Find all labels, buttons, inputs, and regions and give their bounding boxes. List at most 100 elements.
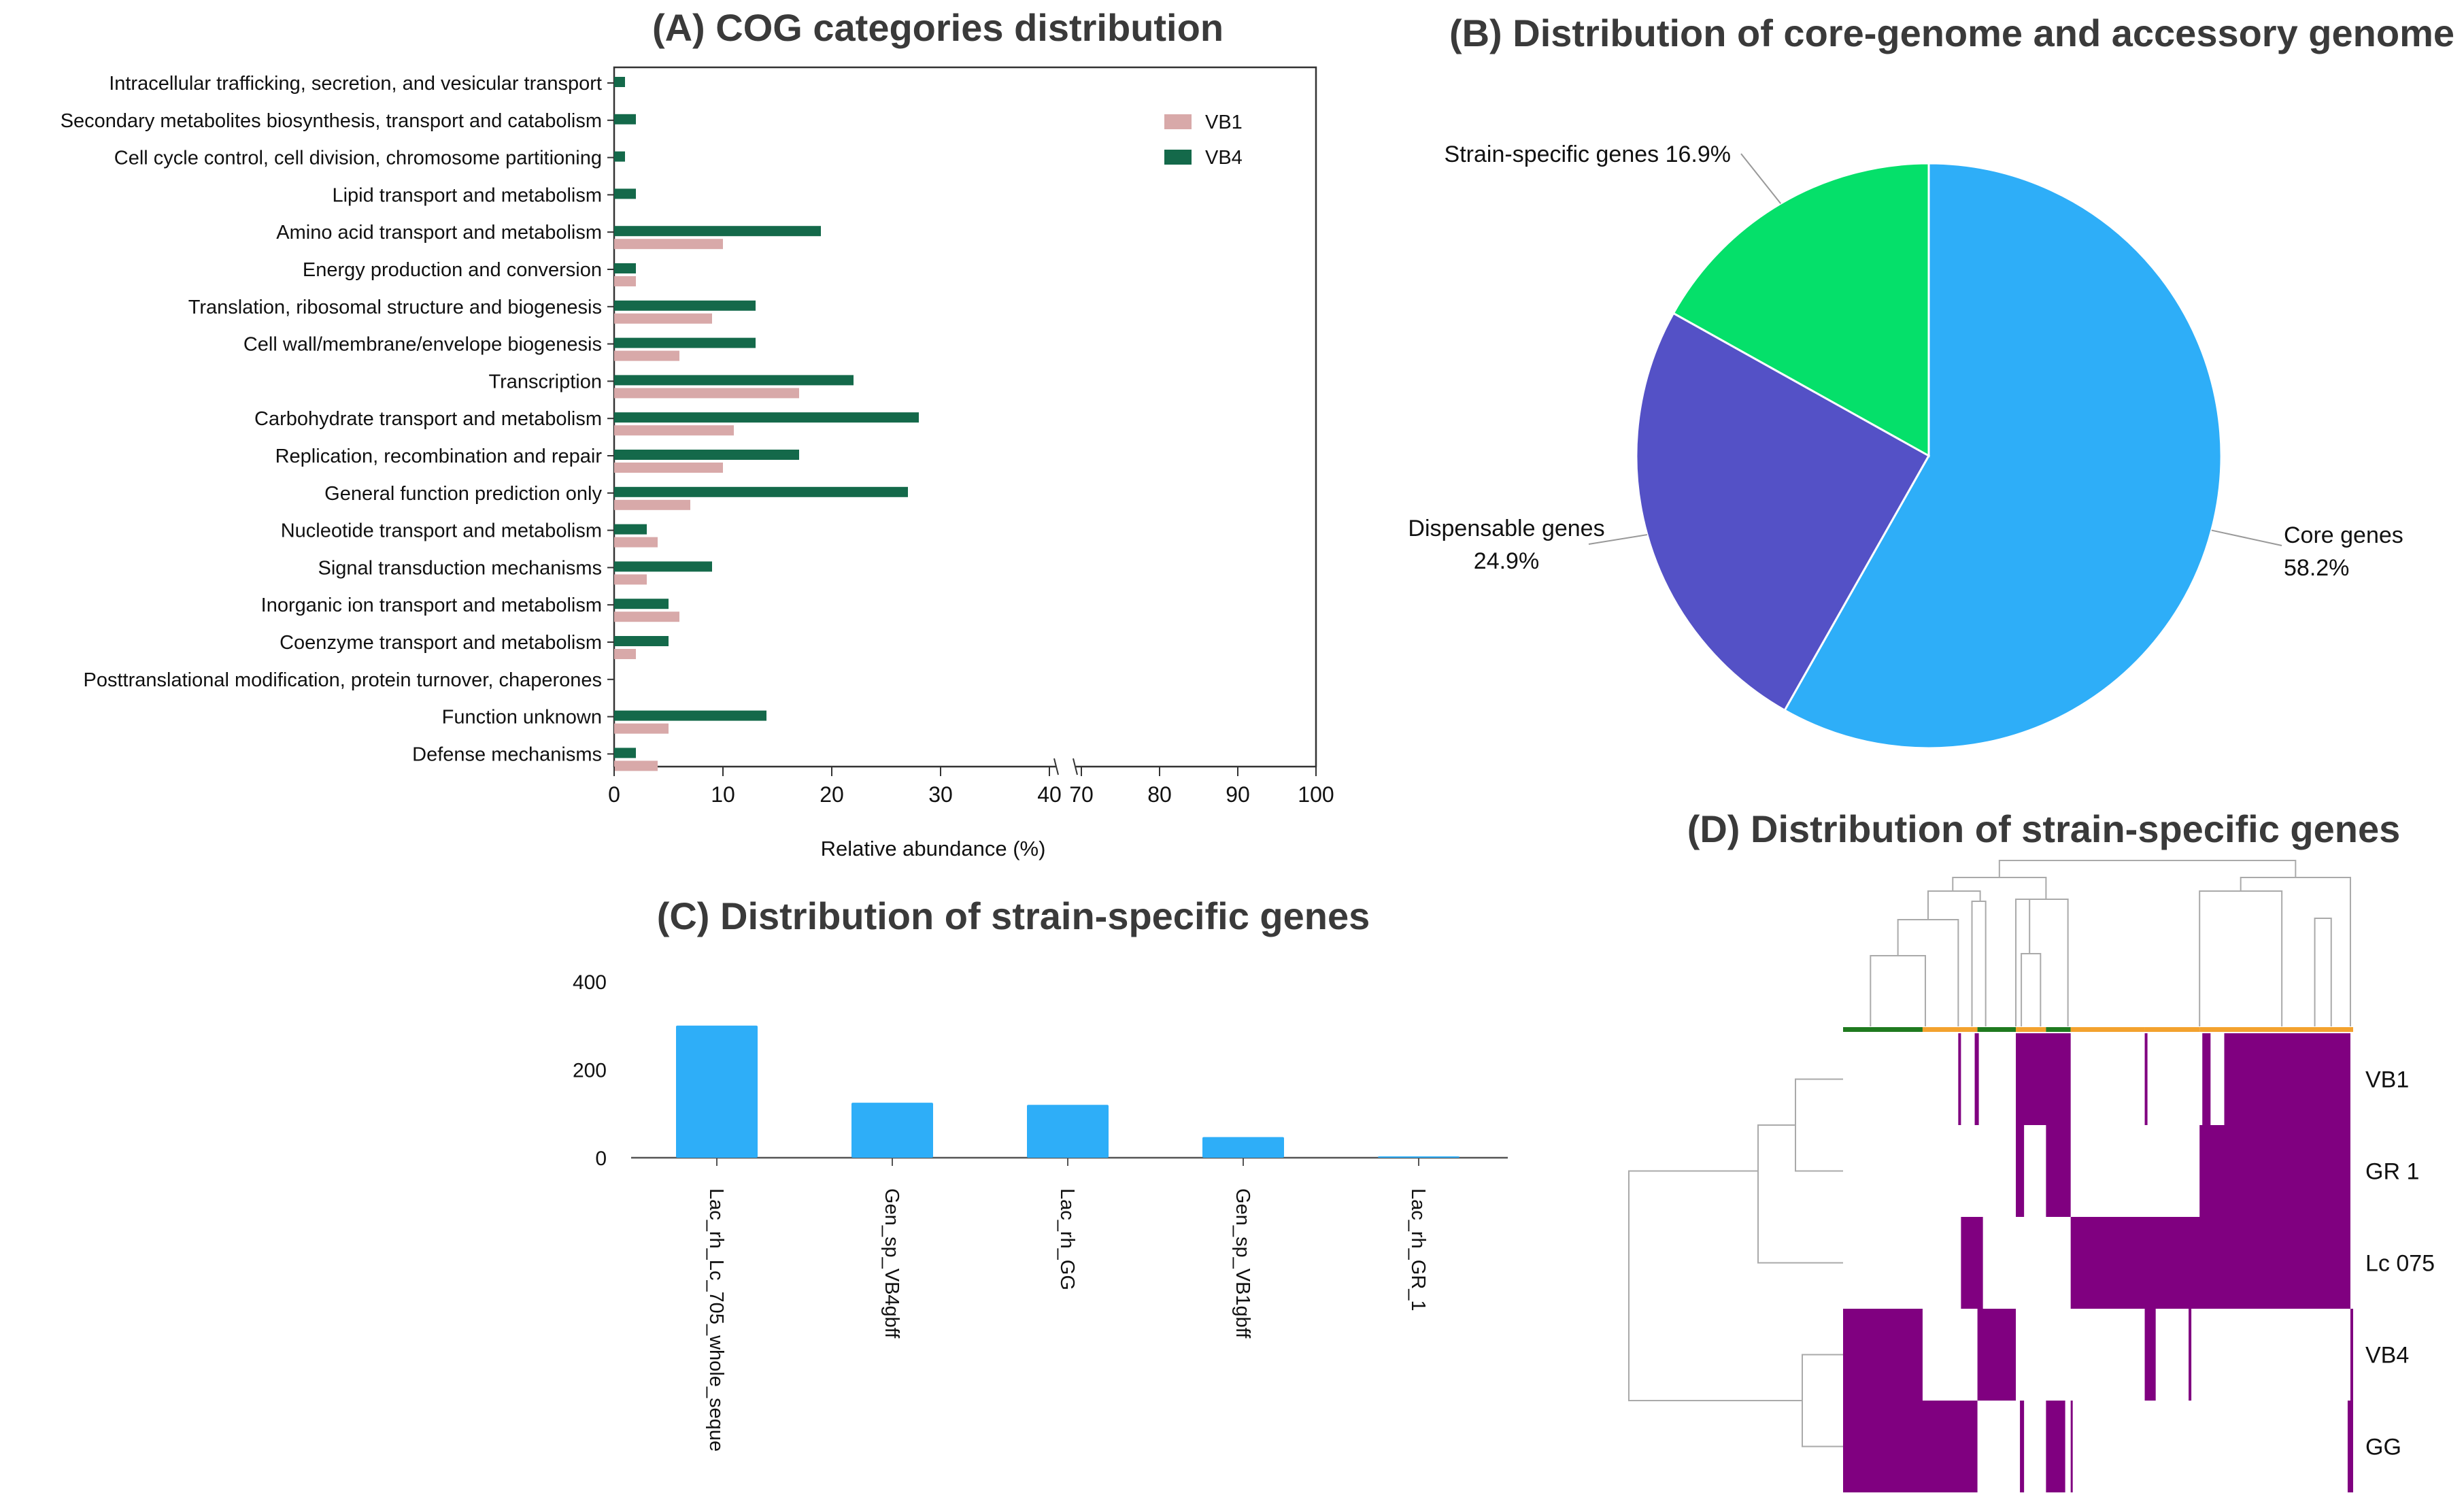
bar-vb1-general-function-prediction-only: [614, 499, 690, 510]
heat-cell-lc-075: [1961, 1217, 1983, 1309]
row-label-gg: GG: [2365, 1435, 2401, 1460]
category-label-secondary-metabolites-biosynthesis-transport-and-catabolism: Secondary metabolites biosynthesis, tran…: [61, 110, 602, 132]
panel-a-cog-chart: (A) COG categories distribution Intracell…: [61, 6, 1334, 860]
column-dendrogram-branch: [2015, 899, 2030, 1026]
bar-vb4-carbohydrate-transport-and-metabolism: [614, 412, 919, 423]
panel-d-title: (D) Distribution of strain-specific gene…: [1687, 807, 2401, 850]
bar-vb4-function-unknown: [614, 710, 766, 721]
bar-vb4-inorganic-ion-transport-and-metabolism: [614, 599, 669, 609]
category-label-replication-recombination-and-repair: Replication, recombination and repair: [275, 446, 603, 467]
column-dendrogram-branch: [1870, 955, 1926, 1026]
heat-cell-vb1: [2202, 1033, 2211, 1125]
bar-vb4-cell-wall-membrane-envelope-biogenesis: [614, 337, 756, 348]
bar-vb1-cell-wall-membrane-envelope-biogenesis: [614, 350, 679, 361]
category-label-function-unknown: Function unknown: [442, 707, 602, 729]
bar-gen-sp-vb4gbff: [851, 1103, 933, 1158]
y-tick-label: 200: [573, 1060, 607, 1082]
slice-percent-core-genes: 58.2%: [2284, 555, 2349, 581]
panel-d-heatmap: (D) Distribution of strain-specific gene…: [1628, 807, 2435, 1492]
category-label-cell-cycle-control-cell-division-chromosome-partitioning: Cell cycle control, cell division, chrom…: [114, 148, 602, 169]
bar-vb4-secondary-metabolites-biosynthesis-transport-and-catabolism: [614, 114, 636, 124]
column-dendrogram-branch: [1952, 877, 2047, 899]
panel-c-title: (C) Distribution of strain-specific gene…: [657, 894, 1370, 937]
panel-b-pie-chart: (B) Distribution of core-genome and acce…: [1408, 12, 2454, 750]
slice-strain-specific-genes: [1672, 162, 1930, 458]
bar-vb4-lipid-transport-and-metabolism: [614, 188, 636, 199]
heat-cell-gr-1: [2016, 1125, 2025, 1217]
axis-break-mark: [1073, 758, 1078, 775]
bar-vb1-carbohydrate-transport-and-metabolism: [614, 425, 734, 436]
x-tick-label-lac-rh-gg: Lac_rh_GG: [1056, 1188, 1078, 1290]
category-label-cell-wall-membrane-envelope-biogenesis: Cell wall/membrane/envelope biogenesis: [243, 334, 602, 356]
category-label-intracellular-trafficking-secretion-and-vesicular-transport: Intracellular trafficking, secretion, an…: [109, 73, 602, 95]
bar-vb1-transcription: [614, 388, 799, 399]
category-label-carbohydrate-transport-and-metabolism: Carbohydrate transport and metabolism: [254, 408, 602, 430]
column-dendrogram-branch: [1897, 919, 1959, 1026]
slice-name-dispensable-genes: Dispensable genes: [1408, 516, 1604, 541]
category-label-general-function-prediction-only: General function prediction only: [324, 483, 602, 505]
x-tick-label: 90: [1226, 782, 1250, 807]
column-group-bar: [2046, 1027, 2071, 1032]
category-label-transcription: Transcription: [488, 371, 602, 392]
column-group-bar: [1843, 1027, 1923, 1032]
category-label-lipid-transport-and-metabolism: Lipid transport and metabolism: [332, 184, 602, 206]
y-tick-label: 0: [595, 1148, 607, 1170]
bar-vb1-defense-mechanisms: [614, 760, 658, 771]
column-group-bar: [2016, 1027, 2046, 1032]
heat-cell-vb4: [2189, 1309, 2192, 1401]
column-dendrogram-branch: [1927, 890, 1981, 920]
heat-cell-vb1: [1958, 1033, 1961, 1125]
heat-cell-gg: [2347, 1401, 2353, 1492]
legend-label-vb4: VB4: [1205, 147, 1243, 169]
bar-vb1-function-unknown: [614, 723, 669, 734]
category-label-inorganic-ion-transport-and-metabolism: Inorganic ion transport and metabolism: [261, 595, 602, 616]
bar-gen-sp-vb1gbff: [1202, 1137, 1284, 1158]
row-label-gr-1: GR 1: [2365, 1159, 2419, 1185]
panel-a-title: (A) COG categories distribution: [652, 6, 1223, 49]
heat-cell-gr-1: [2046, 1125, 2071, 1217]
x-tick-label: 30: [928, 782, 953, 807]
x-tick-label: 40: [1037, 782, 1062, 807]
x-tick-label-lac-rh-lc-705-whole-seque: Lac_rh_Lc_705_whole_seque: [705, 1188, 727, 1452]
heat-cell-vb1: [2144, 1033, 2148, 1125]
axis-break-mark: [1053, 758, 1059, 775]
x-tick-label: 0: [608, 782, 620, 807]
column-dendrogram-branch: [1971, 901, 1987, 1026]
bar-vb1-replication-recombination-and-repair: [614, 463, 723, 473]
row-label-vb1: VB1: [2365, 1067, 2409, 1093]
leader-line: [1740, 153, 1782, 204]
slice-core-genes: [1783, 162, 2223, 750]
heat-cell-lc-075: [2070, 1217, 2350, 1309]
bar-vb1-amino-acid-transport-and-metabolism: [614, 239, 723, 250]
row-dendrogram-branch: [1757, 1124, 1843, 1264]
heat-cell-vb4: [1977, 1309, 2016, 1401]
legend-swatch-vb4: [1164, 150, 1192, 165]
x-tick-label: 80: [1147, 782, 1172, 807]
bar-lac-rh-lc-705-whole-seque: [676, 1025, 758, 1158]
legend-label-vb1: VB1: [1205, 112, 1243, 133]
axis-break-gap: [1056, 763, 1076, 771]
heat-cell-gg: [1843, 1401, 1978, 1492]
category-label-defense-mechanisms: Defense mechanisms: [412, 743, 602, 765]
bar-lac-rh-gr-1: [1378, 1156, 1459, 1158]
bar-vb4-cell-cycle-control-cell-division-chromosome-partitioning: [614, 151, 625, 162]
x-tick-label: 10: [711, 782, 735, 807]
bar-vb4-nucleotide-transport-and-metabolism: [614, 524, 647, 535]
category-label-translation-ribosomal-structure-and-biogenesis: Translation, ribosomal structure and bio…: [188, 297, 602, 318]
bar-lac-rh-gg: [1027, 1105, 1109, 1158]
leader-line: [1588, 534, 1648, 545]
x-tick-label: 100: [1298, 782, 1334, 807]
row-dendrogram-branch: [1795, 1078, 1843, 1172]
bar-vb4-replication-recombination-and-repair: [614, 450, 799, 460]
slice-name-core-genes: Core genes: [2284, 522, 2403, 548]
legend-swatch-vb1: [1164, 114, 1192, 129]
category-label-coenzyme-transport-and-metabolism: Coenzyme transport and metabolism: [280, 632, 602, 654]
leader-line: [2211, 529, 2282, 546]
x-tick-label: 20: [820, 782, 844, 807]
column-dendrogram-branch: [2029, 899, 2069, 1026]
bar-vb1-coenzyme-transport-and-metabolism: [614, 649, 636, 659]
row-dendrogram-branch: [1628, 1170, 1802, 1401]
bar-vb1-translation-ribosomal-structure-and-biogenesis: [614, 313, 712, 324]
column-dendrogram-branch: [2314, 918, 2332, 1026]
column-group-bar: [1977, 1027, 2016, 1032]
